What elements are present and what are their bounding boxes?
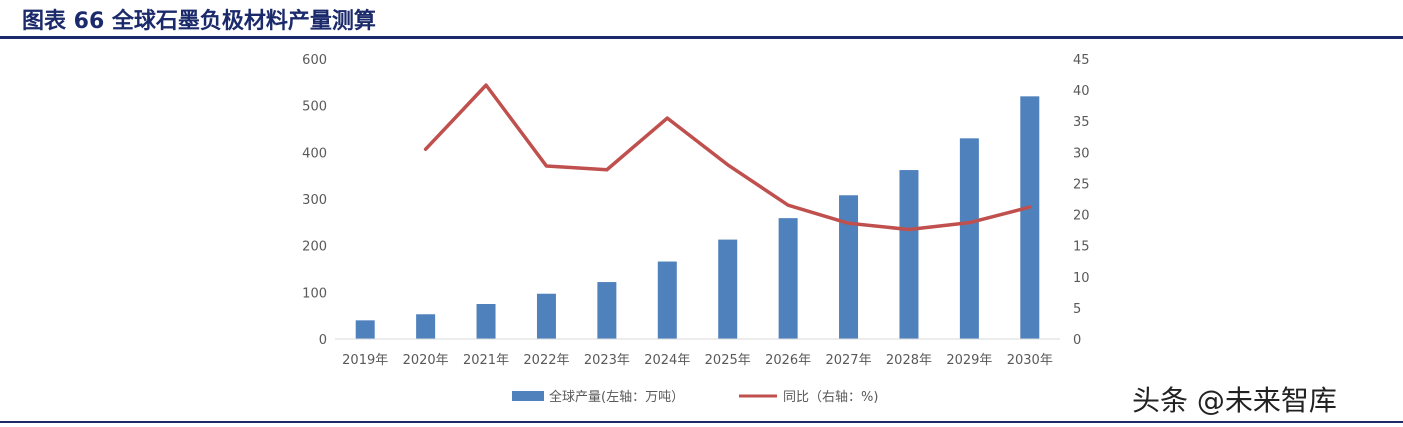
right-tick-30: 30 xyxy=(1073,146,1090,161)
right-tick-20: 20 xyxy=(1073,209,1090,224)
bar-2027年 xyxy=(839,195,859,339)
left-tick-100: 100 xyxy=(302,286,327,301)
yoy-line xyxy=(423,83,1032,232)
x-tick-2029年: 2029年 xyxy=(946,353,992,368)
left-tick-600: 600 xyxy=(302,53,327,68)
x-tick-2026年: 2026年 xyxy=(765,353,811,368)
left-tick-200: 200 xyxy=(302,240,327,255)
right-tick-45: 45 xyxy=(1073,53,1090,68)
left-tick-0: 0 xyxy=(319,333,327,348)
x-tick-2019年: 2019年 xyxy=(342,353,388,368)
x-tick-2020年: 2020年 xyxy=(403,353,449,368)
x-tick-2022年: 2022年 xyxy=(523,353,569,368)
right-axis-ticks: 0 5 10 15 20 25 30 35 40 45 xyxy=(1073,53,1090,348)
bar-2019年 xyxy=(355,320,375,339)
x-axis-ticks: 2019年 2020年 2021年 2022年 2023年 2024年 2025年 2026年… xyxy=(342,353,1053,368)
bar-2020年 xyxy=(416,314,436,339)
right-tick-10: 10 xyxy=(1073,271,1090,286)
right-tick-25: 25 xyxy=(1073,177,1090,192)
legend-line-label: 同比（右轴：%) xyxy=(783,390,878,405)
legend-bar-label: 全球产量(左轴：万吨） xyxy=(549,389,684,405)
bar-2022年 xyxy=(536,293,556,339)
x-tick-2025年: 2025年 xyxy=(705,353,751,368)
bar-2028年 xyxy=(899,170,919,339)
left-tick-300: 300 xyxy=(302,193,327,208)
x-tick-2021年: 2021年 xyxy=(463,353,509,368)
watermark: 头条 @未来智库 xyxy=(1132,384,1337,417)
bottom-rule xyxy=(0,421,1403,423)
right-tick-0: 0 xyxy=(1073,333,1081,348)
title-rule xyxy=(0,36,1403,39)
right-tick-5: 5 xyxy=(1073,302,1081,317)
right-tick-15: 15 xyxy=(1073,240,1090,255)
bar-2030年 xyxy=(1020,96,1040,339)
x-tick-2028年: 2028年 xyxy=(886,353,932,368)
bar-2021年 xyxy=(476,304,496,339)
left-tick-400: 400 xyxy=(302,146,327,161)
bar-2029年 xyxy=(959,138,979,339)
x-tick-2024年: 2024年 xyxy=(644,353,690,368)
figure-title: 图表 66 全球石墨负极材料产量测算 xyxy=(22,9,376,34)
left-tick-500: 500 xyxy=(302,100,327,115)
right-tick-40: 40 xyxy=(1073,84,1090,99)
x-tick-2030年: 2030年 xyxy=(1007,353,1053,368)
bar-2024年 xyxy=(657,261,677,339)
legend-bar-swatch xyxy=(512,391,544,401)
bar-2026年 xyxy=(778,218,798,339)
x-tick-2023年: 2023年 xyxy=(584,353,630,368)
bar-2025年 xyxy=(718,239,738,339)
legend: 全球产量(左轴：万吨） 同比（右轴：%) xyxy=(512,389,878,405)
line-series xyxy=(423,83,1032,232)
right-tick-35: 35 xyxy=(1073,115,1090,130)
bar-2023年 xyxy=(597,282,617,339)
left-axis-ticks: 0 100 200 300 400 500 600 xyxy=(302,53,327,348)
bar-series xyxy=(355,96,1040,339)
x-tick-2027年: 2027年 xyxy=(825,353,871,368)
